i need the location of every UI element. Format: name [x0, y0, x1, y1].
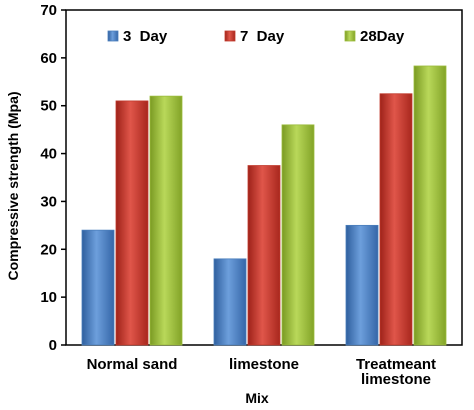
y-tick-label: 0: [49, 337, 57, 354]
y-tick-label: 10: [40, 289, 57, 306]
bar-treatmeant-limestone-28day: [413, 65, 447, 346]
legend-label: 28Day: [360, 28, 405, 45]
legend-item-28day: 28Day: [344, 28, 405, 45]
y-tick-label: 20: [40, 241, 57, 258]
bar-treatmeant-limestone-7day: [379, 93, 413, 346]
bar-limestone-3day: [213, 258, 247, 346]
bar-normal-sand-7day: [115, 100, 149, 346]
y-tick-label: 60: [40, 50, 57, 67]
bar-limestone-28day: [281, 124, 315, 346]
y-tick-label: 40: [40, 146, 57, 163]
bar-treatmeant-limestone-3day: [345, 224, 379, 346]
x-tick-label: Normal sand: [87, 356, 178, 373]
y-tick-label: 70: [40, 2, 57, 19]
y-axis-label: Compressive strength (Mpa): [5, 91, 21, 280]
legend-swatch: [344, 30, 356, 42]
bar-normal-sand-3day: [81, 229, 115, 346]
legend: 3 Day 7 Day 28Day: [107, 28, 405, 45]
legend-swatch: [107, 30, 119, 42]
legend-label: 7 Day: [240, 28, 285, 45]
legend-item-3day: 3 Day: [107, 28, 168, 45]
plot-area: 0 10 20 30 40 50 60 70 Normal sand limestone Treat…: [40, 2, 463, 388]
legend-item-7day: 7 Day: [224, 28, 285, 45]
legend-label: 3 Day: [123, 28, 168, 45]
bar-limestone-7day: [247, 165, 281, 346]
x-tick-label: limestone: [229, 356, 299, 373]
legend-swatch: [224, 30, 236, 42]
bar-normal-sand-28day: [149, 95, 183, 346]
y-tick-label: 50: [40, 98, 57, 115]
x-tick-label: Treatmeant limestone: [356, 356, 436, 388]
x-axis-label: Mix: [245, 390, 269, 406]
y-tick-label: 30: [40, 193, 57, 210]
